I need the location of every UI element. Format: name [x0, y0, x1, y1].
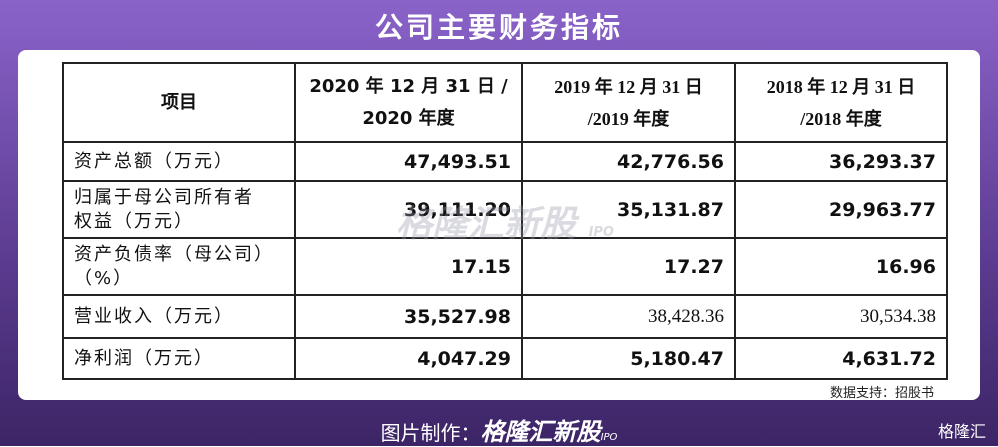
footer-label: 图片制作：: [380, 421, 481, 445]
row-label: 资产负债率（母公司） （%）: [62, 237, 296, 296]
watermark-tag: IPO: [588, 225, 614, 240]
panel: 项目 2020 年 12 月 31 日 / 2020 年度 2019 年 12 …: [18, 50, 980, 401]
watermark-brand: 格隆汇新股: [396, 204, 577, 245]
cell-value: 39,111.20: [294, 180, 523, 239]
row-label: 资产总额（万元）: [62, 141, 296, 182]
column-header: 2019 年 12 月 31 日 /2019 年度: [521, 62, 736, 143]
cell-value: 35,527.98: [294, 294, 523, 339]
row-label: 营业收入（万元）: [62, 294, 296, 339]
row-label: 归属于母公司所有者 权益（万元）: [62, 180, 296, 239]
watermark: 格隆汇新股 IPO: [396, 195, 614, 247]
cell-value: 30,534.38: [734, 294, 948, 339]
cell-value: 38,428.36: [521, 294, 736, 339]
row-label: 净利润（万元）: [62, 337, 296, 380]
table-row: 营业收入（万元） 35,527.98 38,428.36 30,534.38: [62, 294, 948, 339]
cell-value: 29,963.77: [734, 180, 948, 239]
cell-value: 35,131.87: [521, 180, 736, 239]
header-row: 项目 2020 年 12 月 31 日 / 2020 年度 2019 年 12 …: [62, 62, 948, 143]
cell-value: 42,776.56: [521, 141, 736, 182]
title: 公司主要财务指标: [374, 11, 623, 44]
cell-value: 4,631.72: [734, 337, 948, 380]
column-header: 2020 年 12 月 31 日 / 2020 年度: [294, 62, 523, 143]
table-row: 归属于母公司所有者 权益（万元） 39,111.20 35,131.87 29,963…: [62, 180, 948, 239]
table-row: 资产负债率（母公司） （%） 17.15 17.27 16.96: [62, 237, 948, 296]
column-header: 2018 年 12 月 31 日 /2018 年度: [734, 62, 948, 143]
table: 项目 2020 年 12 月 31 日 / 2020 年度 2019 年 12 …: [62, 62, 948, 380]
cell-value: 47,493.51: [294, 141, 523, 182]
cell-value: 17.15: [294, 237, 523, 296]
cell-value: 16.96: [734, 237, 948, 296]
footer: 图片制作：格隆汇新股IPO: [0, 412, 998, 447]
logo: 格隆汇: [937, 422, 986, 441]
footer-tag: IPO: [600, 432, 618, 443]
table-row: 净利润（万元） 4,047.29 5,180.47 4,631.72: [62, 337, 948, 380]
cell-value: 36,293.37: [734, 141, 948, 182]
cell-value: 4,047.29: [294, 337, 523, 380]
column-header: 项目: [62, 62, 296, 143]
source: 数据支持：招股书: [829, 386, 934, 401]
table-row: 资产总额（万元） 47,493.51 42,776.56 36,293.37: [62, 141, 948, 182]
footer-brand: 格隆汇新股: [480, 418, 601, 446]
cell-value: 5,180.47: [521, 337, 736, 380]
cell-value: 17.27: [521, 237, 736, 296]
